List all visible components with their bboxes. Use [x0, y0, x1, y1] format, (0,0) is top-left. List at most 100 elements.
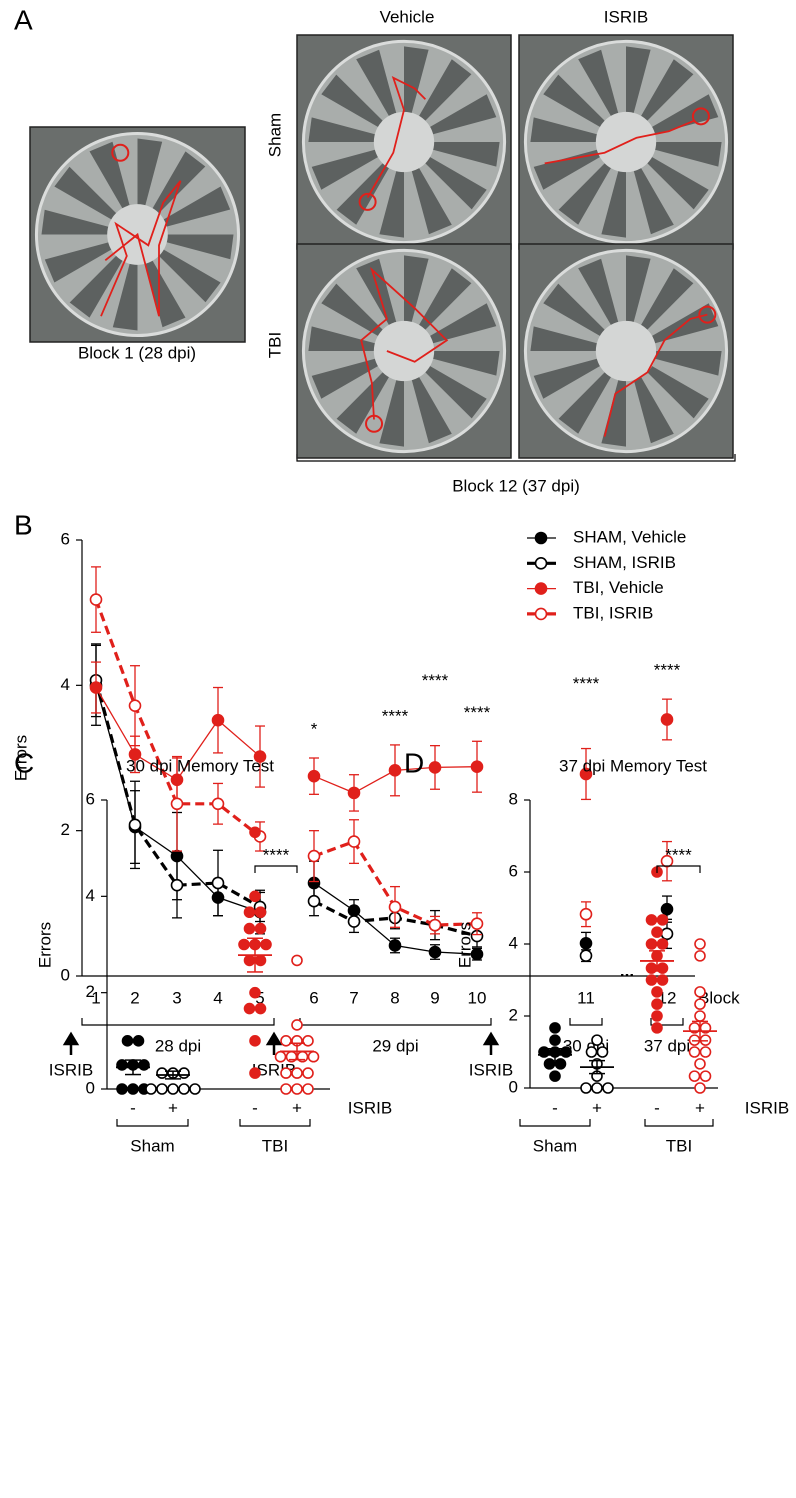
- maze-center: [595, 320, 657, 382]
- period-bracket: [299, 1018, 492, 1026]
- x-tick-label: 8: [390, 988, 399, 1007]
- caption: Block 12 (37 dpi): [452, 476, 580, 495]
- y-tick-label: 4: [86, 886, 95, 905]
- y-tick-label: 0: [86, 1078, 95, 1097]
- period-label: 37 dpi: [644, 1036, 690, 1055]
- data-point: [167, 1083, 179, 1095]
- maze-arm: [601, 169, 626, 238]
- panel-label: D: [404, 747, 424, 778]
- data-point: [645, 938, 658, 950]
- data-point: [254, 1002, 267, 1015]
- data-point: [302, 1035, 314, 1047]
- data-point: [189, 1083, 201, 1095]
- x-tick-label: 10: [468, 988, 487, 1007]
- maze-arm: [379, 378, 404, 447]
- row-header: Sham: [265, 113, 284, 157]
- data-point: [428, 918, 442, 932]
- chart-title: 30 dpi Memory Test: [126, 756, 274, 775]
- data-point: [549, 1022, 561, 1034]
- period-label: 29 dpi: [372, 1036, 418, 1055]
- group-bracket: [239, 1119, 311, 1127]
- data-point: [132, 1035, 145, 1047]
- treatment-label: ISRIB: [49, 1060, 93, 1079]
- data-point: [307, 1050, 320, 1063]
- goal-ring: [698, 305, 717, 324]
- data-point: [243, 922, 256, 935]
- x-tick-label: 6: [309, 988, 318, 1007]
- data-point: [138, 1059, 150, 1071]
- data-point: [347, 786, 361, 800]
- data-point: [694, 986, 706, 998]
- significance: ****: [263, 845, 290, 864]
- maze-arm: [578, 258, 619, 327]
- trajectory: [100, 180, 182, 317]
- maze-arm: [633, 375, 674, 444]
- data-point: [596, 1046, 609, 1058]
- chart-title: 37 dpi Memory Test: [559, 756, 707, 775]
- x-tick-label: -: [130, 1098, 136, 1117]
- x-tick-label: +: [292, 1098, 302, 1117]
- data-point: [591, 1034, 603, 1046]
- maze-arm: [626, 255, 651, 324]
- data-point: [254, 954, 267, 967]
- series-line: [94, 599, 261, 838]
- data-point: [89, 593, 103, 606]
- significance: ****: [382, 706, 409, 725]
- column-header: ISRIB: [604, 7, 648, 26]
- maze-arm: [633, 166, 674, 235]
- x-tick-label: 1: [91, 988, 100, 1007]
- maze-arm: [164, 234, 234, 260]
- data-point: [694, 1010, 706, 1022]
- data-point: [307, 769, 321, 783]
- y-tick-label: 4: [509, 933, 518, 952]
- maze-arm: [533, 149, 602, 190]
- data-point: [660, 713, 674, 726]
- maze-center: [373, 111, 435, 173]
- data-point: [128, 699, 142, 712]
- maze-arm: [411, 375, 452, 444]
- x-tick-label: +: [168, 1098, 178, 1117]
- x-tick-label: 2: [130, 988, 139, 1007]
- data-point: [660, 927, 674, 941]
- data-point: [347, 915, 361, 928]
- goal-ring: [358, 192, 377, 211]
- maze-arm: [418, 268, 472, 332]
- y-axis-label: Errors: [11, 735, 30, 781]
- data-point: [302, 1067, 314, 1079]
- maze-arm: [645, 365, 709, 419]
- maze-arm: [558, 370, 612, 434]
- maze-arm: [112, 261, 138, 331]
- data-point: [591, 1082, 603, 1094]
- data-point: [302, 1083, 314, 1095]
- data-point: [291, 1019, 303, 1031]
- maze-arm: [578, 49, 619, 118]
- maze-arm: [530, 117, 599, 142]
- row-header: TBI: [265, 332, 284, 358]
- data-point: [651, 998, 663, 1010]
- data-point: [579, 949, 593, 962]
- x-tick-label: -: [654, 1098, 660, 1117]
- data-point: [307, 894, 321, 908]
- maze-arm: [44, 241, 113, 283]
- legend-label: TBI, ISRIB: [573, 603, 653, 622]
- data-point: [307, 849, 321, 863]
- maze-arm: [311, 149, 380, 190]
- maze-arm: [157, 248, 221, 303]
- period-bracket: [650, 1018, 684, 1026]
- data-point: [534, 556, 548, 570]
- y-tick-label: 2: [61, 820, 70, 839]
- period-label: 28 dpi: [155, 1036, 201, 1055]
- maze-arm: [89, 141, 131, 210]
- treatment-arrow: [62, 1031, 80, 1055]
- maze-arm: [356, 49, 397, 118]
- y-tick-label: 6: [86, 789, 95, 808]
- data-point: [249, 1035, 261, 1047]
- x-tick-label: 11: [577, 988, 595, 1007]
- data-point: [651, 986, 663, 998]
- maze-photo: [296, 34, 512, 250]
- panel-label: B: [14, 509, 33, 540]
- axis-break: ...: [620, 961, 634, 980]
- trajectory: [360, 266, 449, 420]
- data-point: [470, 917, 484, 930]
